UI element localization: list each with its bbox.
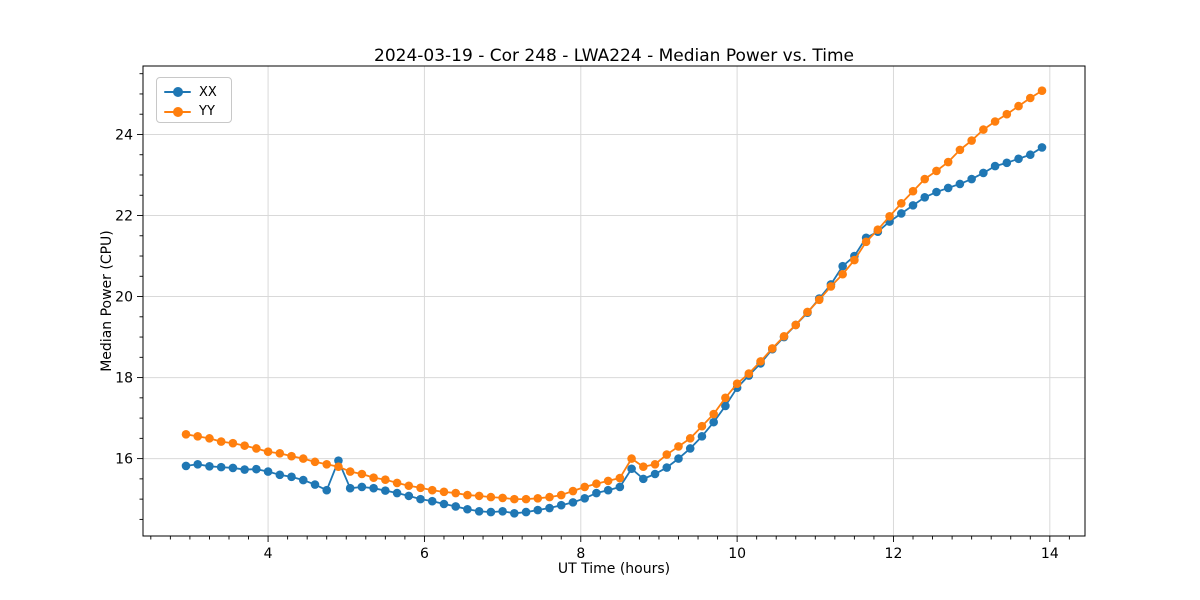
legend-marker-xx bbox=[164, 87, 191, 98]
svg-text:18: 18 bbox=[115, 371, 133, 387]
legend-marker-yy bbox=[164, 106, 191, 117]
svg-text:14: 14 bbox=[1041, 546, 1059, 562]
svg-text:16: 16 bbox=[115, 452, 133, 468]
svg-text:6: 6 bbox=[420, 546, 429, 562]
x-axis-label: UT Time (hours) bbox=[557, 561, 671, 577]
legend-item-yy: YY bbox=[164, 102, 225, 121]
legend: XX YY bbox=[156, 77, 232, 123]
svg-text:12: 12 bbox=[885, 546, 903, 562]
svg-text:20: 20 bbox=[115, 290, 133, 306]
y-axis-label: Median Power (CPU) bbox=[99, 230, 115, 372]
legend-label-yy: YY bbox=[199, 104, 215, 120]
legend-dot-yy bbox=[172, 106, 183, 117]
svg-text:8: 8 bbox=[576, 546, 585, 562]
legend-dot-xx bbox=[172, 87, 183, 98]
svg-text:10: 10 bbox=[728, 546, 746, 562]
x-tick-labels: 4 6 8 10 12 14 bbox=[264, 546, 1059, 562]
grid bbox=[143, 66, 1085, 536]
svg-text:24: 24 bbox=[115, 127, 133, 143]
series-yy bbox=[181, 86, 1047, 504]
legend-item-xx: XX bbox=[164, 83, 225, 102]
plot-border bbox=[142, 65, 1086, 537]
legend-label-xx: XX bbox=[199, 84, 217, 100]
y-tick-labels: 16 18 20 22 24 bbox=[115, 127, 133, 467]
svg-text:4: 4 bbox=[264, 546, 273, 562]
chart-title: 2024-03-19 - Cor 248 - LWA224 - Median P… bbox=[374, 46, 854, 66]
axis-ticks bbox=[137, 73, 1070, 542]
svg-text:22: 22 bbox=[115, 209, 133, 225]
